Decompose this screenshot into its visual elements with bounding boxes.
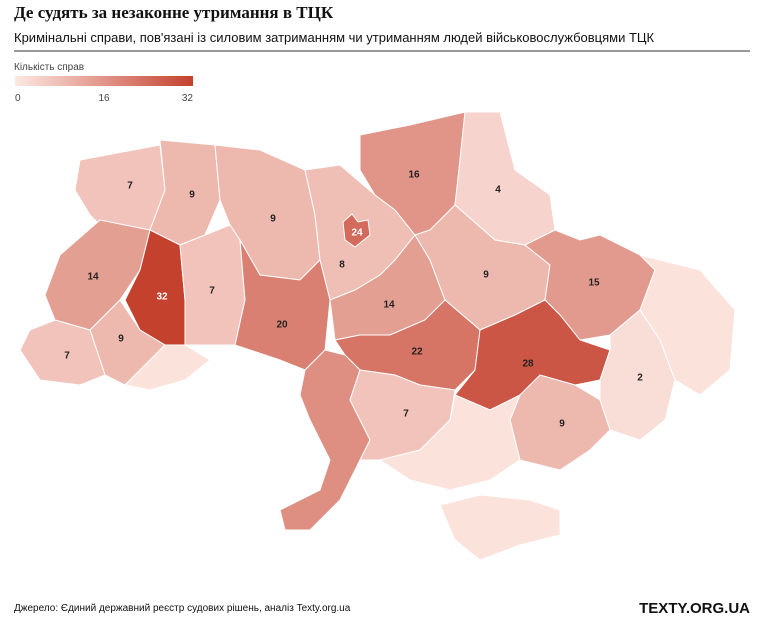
region <box>74 144 166 236</box>
region-label: 22 <box>411 347 423 358</box>
region-label: 24 <box>351 228 363 239</box>
region-label: 7 <box>209 286 215 297</box>
title: Де судять за незаконне утримання в ТЦК <box>14 3 334 22</box>
legend-tick-label: 16 <box>98 93 110 104</box>
region-label: 9 <box>270 214 276 225</box>
region-label: 14 <box>383 300 395 311</box>
region-label: 7 <box>127 181 133 192</box>
region-label: 8 <box>339 260 345 271</box>
legend-tick-label: 0 <box>15 93 21 104</box>
region <box>638 254 736 396</box>
region <box>19 319 106 386</box>
region-label: 7 <box>403 409 409 420</box>
region-label: 32 <box>156 292 168 303</box>
legend-bar <box>15 76 193 86</box>
region <box>123 344 211 391</box>
region <box>342 213 371 248</box>
region <box>279 349 371 531</box>
region <box>439 494 561 561</box>
region-label: 16 <box>408 170 420 181</box>
brand: TEXTY.ORG.UA <box>639 600 750 617</box>
legend-title: Кількість справ <box>14 62 84 73</box>
source: Джерело: Єдиний державний реєстр судових… <box>14 603 351 614</box>
region-label: 14 <box>87 272 99 283</box>
region-label: 9 <box>189 190 195 201</box>
region-label: 28 <box>522 359 534 370</box>
region-label: 9 <box>118 334 124 345</box>
region <box>378 393 521 491</box>
region-label: 9 <box>559 419 565 430</box>
region-label: 15 <box>588 278 600 289</box>
legend-tick-label: 32 <box>182 93 194 104</box>
subtitle: Кримінальні справи, пов'язані із силовим… <box>14 30 654 45</box>
region-label: 7 <box>64 351 70 362</box>
map: 7 9 9 8 24 16 4 14 32 7 9 7 20 14 9 15 22 28 2 7 9 <box>19 111 736 561</box>
region-label: 2 <box>637 373 643 384</box>
region-label: 20 <box>276 320 288 331</box>
region-label: 9 <box>483 270 489 281</box>
region-label: 4 <box>495 185 501 196</box>
